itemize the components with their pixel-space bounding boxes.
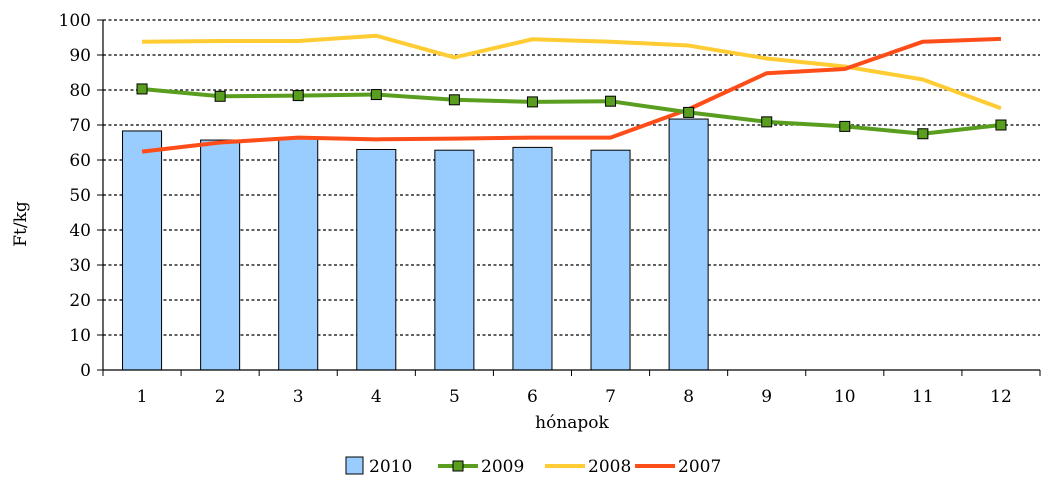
line-series-2008: [142, 33, 1002, 111]
y-tick-label: 20: [69, 291, 91, 311]
point-2009-12: [995, 119, 1007, 131]
x-axis-label: hónapok: [535, 413, 609, 433]
bar-series: [122, 118, 709, 371]
legend: 2010 2009 2008 2007: [345, 456, 721, 477]
line-series: [136, 33, 1007, 154]
bar-2010-6: [512, 146, 553, 371]
gridlines: [103, 19, 1040, 336]
point-2009-9: [761, 116, 773, 128]
y-tick-label: 60: [69, 151, 91, 171]
x-tick-label: 10: [834, 387, 856, 407]
bar-2010-8: [668, 118, 709, 371]
point-2009-6: [526, 96, 538, 108]
legend-label: 2010: [369, 457, 412, 477]
x-tick-label: 11: [912, 387, 934, 407]
x-tick-label: 3: [293, 387, 304, 407]
legend-label: 2008: [588, 457, 631, 477]
y-tick-label: 40: [69, 221, 91, 241]
point-2009-8: [683, 106, 695, 118]
x-tick-label: 6: [527, 387, 538, 407]
y-tick-label: 80: [69, 81, 91, 101]
x-tick-label: 8: [683, 387, 694, 407]
point-2009-10: [839, 120, 851, 132]
point-2009-2: [214, 90, 226, 102]
y-tick-label: 10: [69, 326, 91, 346]
legend-item-2010: 2010: [345, 456, 412, 477]
bar-2010-5: [434, 149, 475, 371]
point-2009-4: [370, 89, 382, 101]
point-2009-1: [136, 83, 148, 95]
x-tick-label: 1: [137, 387, 148, 407]
bar-2010-1: [122, 130, 163, 371]
x-tick-label: 7: [605, 387, 616, 407]
legend-item-2008: 2008: [545, 457, 631, 477]
point-2009-5: [448, 94, 460, 106]
bar-2010-4: [356, 149, 397, 371]
x-tick-label: 2: [215, 387, 226, 407]
y-tick-label: 50: [69, 186, 91, 206]
x-tick-labels: 1 2 3 4 5 6 7 8 9 10 11 12: [137, 387, 1012, 407]
line-series-2007: [141, 36, 1002, 154]
legend-item-2009: 2009: [438, 457, 524, 477]
point-2009-7: [605, 95, 617, 107]
point-2009-3: [292, 90, 304, 102]
y-tick-label: 0: [80, 361, 91, 381]
bar-2010-7: [590, 149, 631, 371]
point-2009-11: [917, 128, 929, 140]
y-axis-label: Ft/kg: [11, 201, 31, 247]
axes: [97, 19, 1041, 376]
y-tick-label: 30: [69, 256, 91, 276]
x-tick-label: 9: [761, 387, 772, 407]
x-tick-label: 5: [449, 387, 460, 407]
y-tick-label: 90: [69, 46, 91, 66]
legend-marker: [452, 460, 464, 472]
legend-item-2007: 2007: [635, 457, 721, 477]
line-series-2009: [141, 86, 1002, 136]
bar-2010-3: [278, 137, 319, 371]
legend-swatch: [345, 456, 364, 475]
legend-label: 2009: [481, 457, 524, 477]
x-tick-label: 12: [990, 387, 1012, 407]
x-tick-label: 4: [371, 387, 382, 407]
legend-label: 2007: [678, 457, 721, 477]
y-tick-label: 70: [69, 116, 91, 136]
y-tick-labels: 0 10 20 30 40 50 60 70 80 90 100: [59, 11, 91, 381]
bar-2010-2: [200, 139, 241, 371]
y-tick-label: 100: [59, 11, 91, 31]
